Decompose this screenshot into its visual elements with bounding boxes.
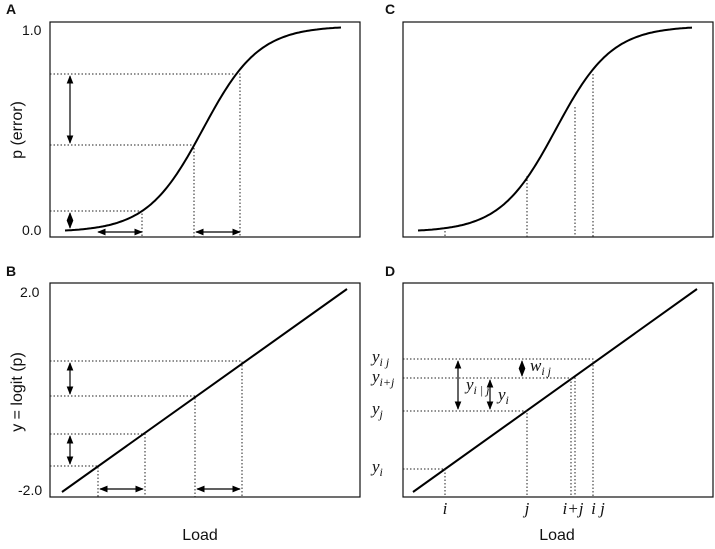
d-arrow-label: wi j [530,356,552,378]
d-bottom-label: i j [591,499,605,518]
y-tick-label: 2.0 [20,284,40,300]
panel-b-guides [50,288,348,497]
d-left-label: yj [370,399,384,421]
panel-frame [402,282,714,498]
d-left-label: yi j [370,347,390,369]
sigmoid-curve [417,26,693,232]
d-bottom-label: j [523,499,530,518]
y-tick-label: 1.0 [22,22,42,38]
panel-letter: A [6,1,16,17]
panel-letter: B [6,263,16,279]
y-tick-label: 0.0 [22,222,42,238]
panel-frame [49,21,361,238]
panel-letter: C [385,1,395,17]
panel-frame [402,21,714,238]
y-axis-label: y = logit (p) [9,352,26,432]
d-left-label: yi [370,457,383,479]
y-tick-label: -2.0 [18,482,42,498]
panel-c-guides [444,74,594,237]
d-bottom-label: i [443,499,448,518]
panel-frame [49,282,361,498]
x-axis-label: Load [539,527,575,544]
panel-letter: D [385,263,395,279]
d-arrow-label: yi [496,385,509,407]
d-left-label: yi+j [370,367,395,389]
x-axis-label: Load [182,527,218,544]
panel-d-guides [403,288,698,497]
d-arrow-label: yi | j [464,375,490,397]
y-axis-label: p (error) [9,101,26,159]
sigmoid-curve [64,26,342,232]
panel-a-guides [50,73,241,237]
d-bottom-label: i+j [563,499,584,518]
